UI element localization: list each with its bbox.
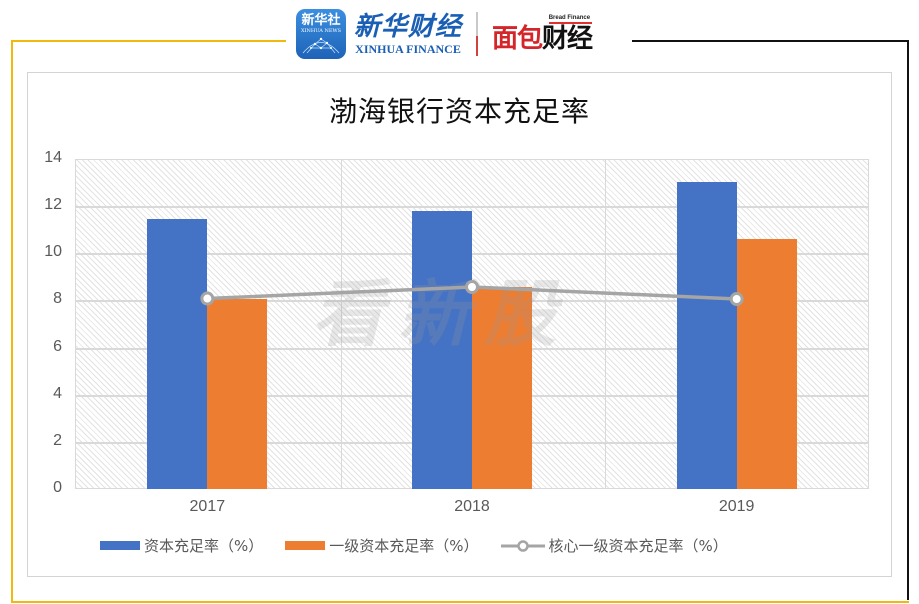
legend-item-tier1-capital-adequacy[interactable]: 一级资本充足率（%） <box>285 535 479 556</box>
x-tick-label: 2019 <box>718 498 755 515</box>
xinhua-icon-text: 新华社 <box>301 13 341 28</box>
y-tick-label: 14 <box>44 149 62 166</box>
header-logos: 新华社 XINHUA NEWS 新华财经 XINHUA FINANCE Brea… <box>296 6 593 62</box>
y-tick-label: 12 <box>44 196 62 214</box>
x-tick-label: 2018 <box>454 498 490 515</box>
xinhua-finance-logo: 新华财经 XINHUA FINANCE <box>354 12 462 56</box>
legend-label: 核心一级资本充足率（%） <box>548 537 728 555</box>
orange-swatch-icon <box>285 541 326 550</box>
y-tick-label: 10 <box>44 243 62 261</box>
network-globe-icon <box>302 37 340 54</box>
xinhua-finance-en: XINHUA FINANCE <box>355 42 461 56</box>
legend-item-capital-adequacy[interactable]: 资本充足率（%） <box>100 535 263 556</box>
xinhua-news-logo-icon: 新华社 XINHUA NEWS <box>296 9 346 59</box>
y-tick-label: 0 <box>53 479 62 496</box>
frame-yellow-top <box>11 40 286 42</box>
legend-label: 资本充足率（%） <box>144 537 264 555</box>
xinhua-finance-cn: 新华财经 <box>354 12 463 42</box>
chart-title: 渤海银行资本充足率 <box>328 95 590 128</box>
bread-finance-cn: 面包财经 <box>492 23 593 54</box>
y-tick-label: 8 <box>53 290 62 308</box>
line-marker-icon <box>500 539 545 552</box>
gridline <box>76 253 868 256</box>
frame-black-right <box>907 40 909 600</box>
bar-2017-tier1[interactable] <box>207 298 268 489</box>
y-tick-label: 2 <box>53 431 62 449</box>
bar-2018-capital-adequacy[interactable] <box>412 211 472 489</box>
frame-yellow-bottom <box>11 601 909 603</box>
frame-black-top <box>632 40 909 42</box>
logo-divider <box>476 12 479 56</box>
category-divider <box>340 160 342 488</box>
bar-2019-tier1[interactable] <box>736 238 797 489</box>
bar-2019-capital-adequacy[interactable] <box>676 182 737 489</box>
legend-label: 一级资本充足率（%） <box>329 537 479 555</box>
blue-swatch-icon <box>100 541 140 550</box>
bar-2017-capital-adequacy[interactable] <box>147 219 208 489</box>
gridline <box>76 206 868 209</box>
x-tick-label: 2017 <box>189 498 226 515</box>
bread-finance-logo: Bread Finance 面包财经 <box>492 15 593 54</box>
bread-finance-en: Bread Finance <box>548 15 593 24</box>
frame-yellow-left <box>11 40 13 603</box>
category-divider <box>605 160 607 488</box>
y-tick-label: 6 <box>53 337 62 355</box>
xinhua-icon-subtext: XINHUA NEWS <box>300 28 342 34</box>
y-tick-label: 4 <box>53 384 62 402</box>
bread-finance-cn-red: 面包 <box>492 23 543 54</box>
legend: 资本充足率（%） 一级资本充足率（%） 核心一级资本充足率（%） <box>100 535 750 556</box>
bar-2018-tier1[interactable] <box>472 286 532 489</box>
bread-finance-cn-black: 财经 <box>542 23 593 54</box>
legend-item-core-tier1-capital-adequacy[interactable]: 核心一级资本充足率（%） <box>500 535 728 556</box>
